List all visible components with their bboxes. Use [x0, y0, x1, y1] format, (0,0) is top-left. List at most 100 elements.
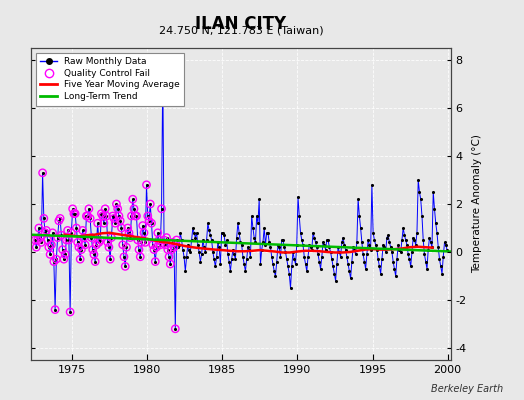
Point — [323, 237, 331, 243]
Point — [122, 244, 130, 250]
Point — [82, 213, 91, 219]
Point — [77, 246, 85, 253]
Point — [190, 230, 198, 236]
Point — [409, 234, 418, 241]
Point — [132, 213, 140, 219]
Legend: Raw Monthly Data, Quality Control Fail, Five Year Moving Average, Long-Term Tren: Raw Monthly Data, Quality Control Fail, … — [36, 52, 184, 106]
Point — [112, 201, 121, 207]
Point — [108, 213, 117, 219]
Point — [66, 309, 74, 315]
Point — [106, 256, 114, 262]
Point — [45, 244, 53, 250]
Point — [290, 256, 299, 262]
Point — [230, 251, 238, 258]
Point — [106, 256, 114, 262]
Point — [328, 256, 336, 262]
Point — [362, 266, 370, 272]
Point — [259, 239, 267, 246]
Point — [353, 239, 361, 246]
Point — [314, 251, 322, 258]
Title: ILAN CITY: ILAN CITY — [195, 14, 287, 32]
Point — [140, 230, 148, 236]
Point — [81, 242, 90, 248]
Point — [175, 242, 183, 248]
Point — [53, 234, 62, 241]
Point — [438, 270, 446, 277]
Point — [245, 246, 254, 253]
Point — [122, 244, 130, 250]
Point — [83, 213, 92, 219]
Point — [64, 237, 73, 243]
Point — [34, 237, 42, 243]
Point — [50, 258, 58, 265]
Point — [217, 230, 226, 236]
Point — [130, 206, 138, 212]
Point — [124, 225, 132, 231]
Point — [89, 246, 97, 253]
Point — [125, 230, 133, 236]
Point — [127, 213, 136, 219]
Point — [124, 225, 132, 231]
Point — [105, 244, 113, 250]
Point — [331, 278, 340, 284]
Point — [369, 230, 377, 236]
Point — [99, 213, 107, 219]
Point — [80, 234, 88, 241]
Point — [250, 234, 258, 241]
Point — [433, 230, 441, 236]
Point — [300, 254, 309, 260]
Point — [271, 273, 280, 279]
Point — [191, 234, 200, 241]
Point — [167, 246, 176, 253]
Point — [226, 268, 235, 274]
Point — [75, 244, 83, 250]
Point — [82, 213, 91, 219]
Point — [239, 254, 247, 260]
Point — [91, 258, 100, 265]
Point — [291, 261, 300, 267]
Point — [138, 222, 147, 229]
Point — [420, 251, 429, 258]
Point — [35, 225, 43, 231]
Point — [295, 213, 303, 219]
Point — [330, 270, 339, 277]
Point — [69, 206, 77, 212]
Point — [403, 242, 411, 248]
Point — [394, 242, 402, 248]
Point — [97, 210, 106, 217]
Point — [165, 254, 173, 260]
Point — [171, 326, 180, 332]
Point — [432, 220, 440, 226]
Point — [156, 242, 165, 248]
Point — [53, 234, 62, 241]
Point — [96, 237, 104, 243]
Point — [58, 246, 67, 253]
Point — [38, 170, 47, 176]
Point — [61, 251, 69, 258]
Point — [146, 201, 155, 207]
Point — [321, 246, 330, 253]
Point — [81, 242, 90, 248]
Point — [294, 194, 302, 200]
Point — [35, 225, 43, 231]
Point — [389, 258, 397, 265]
Point — [161, 242, 169, 248]
Point — [380, 244, 389, 250]
Point — [319, 239, 328, 246]
Point — [414, 177, 422, 183]
Point — [54, 218, 63, 224]
Point — [421, 258, 430, 265]
Point — [125, 230, 133, 236]
Point — [195, 249, 203, 255]
Point — [404, 251, 412, 258]
Point — [370, 237, 378, 243]
Point — [56, 215, 64, 222]
Point — [419, 237, 428, 243]
Point — [285, 270, 293, 277]
Point — [170, 244, 178, 250]
Point — [95, 239, 103, 246]
Point — [154, 230, 162, 236]
Point — [391, 273, 400, 279]
Point — [66, 309, 74, 315]
Point — [436, 263, 445, 270]
